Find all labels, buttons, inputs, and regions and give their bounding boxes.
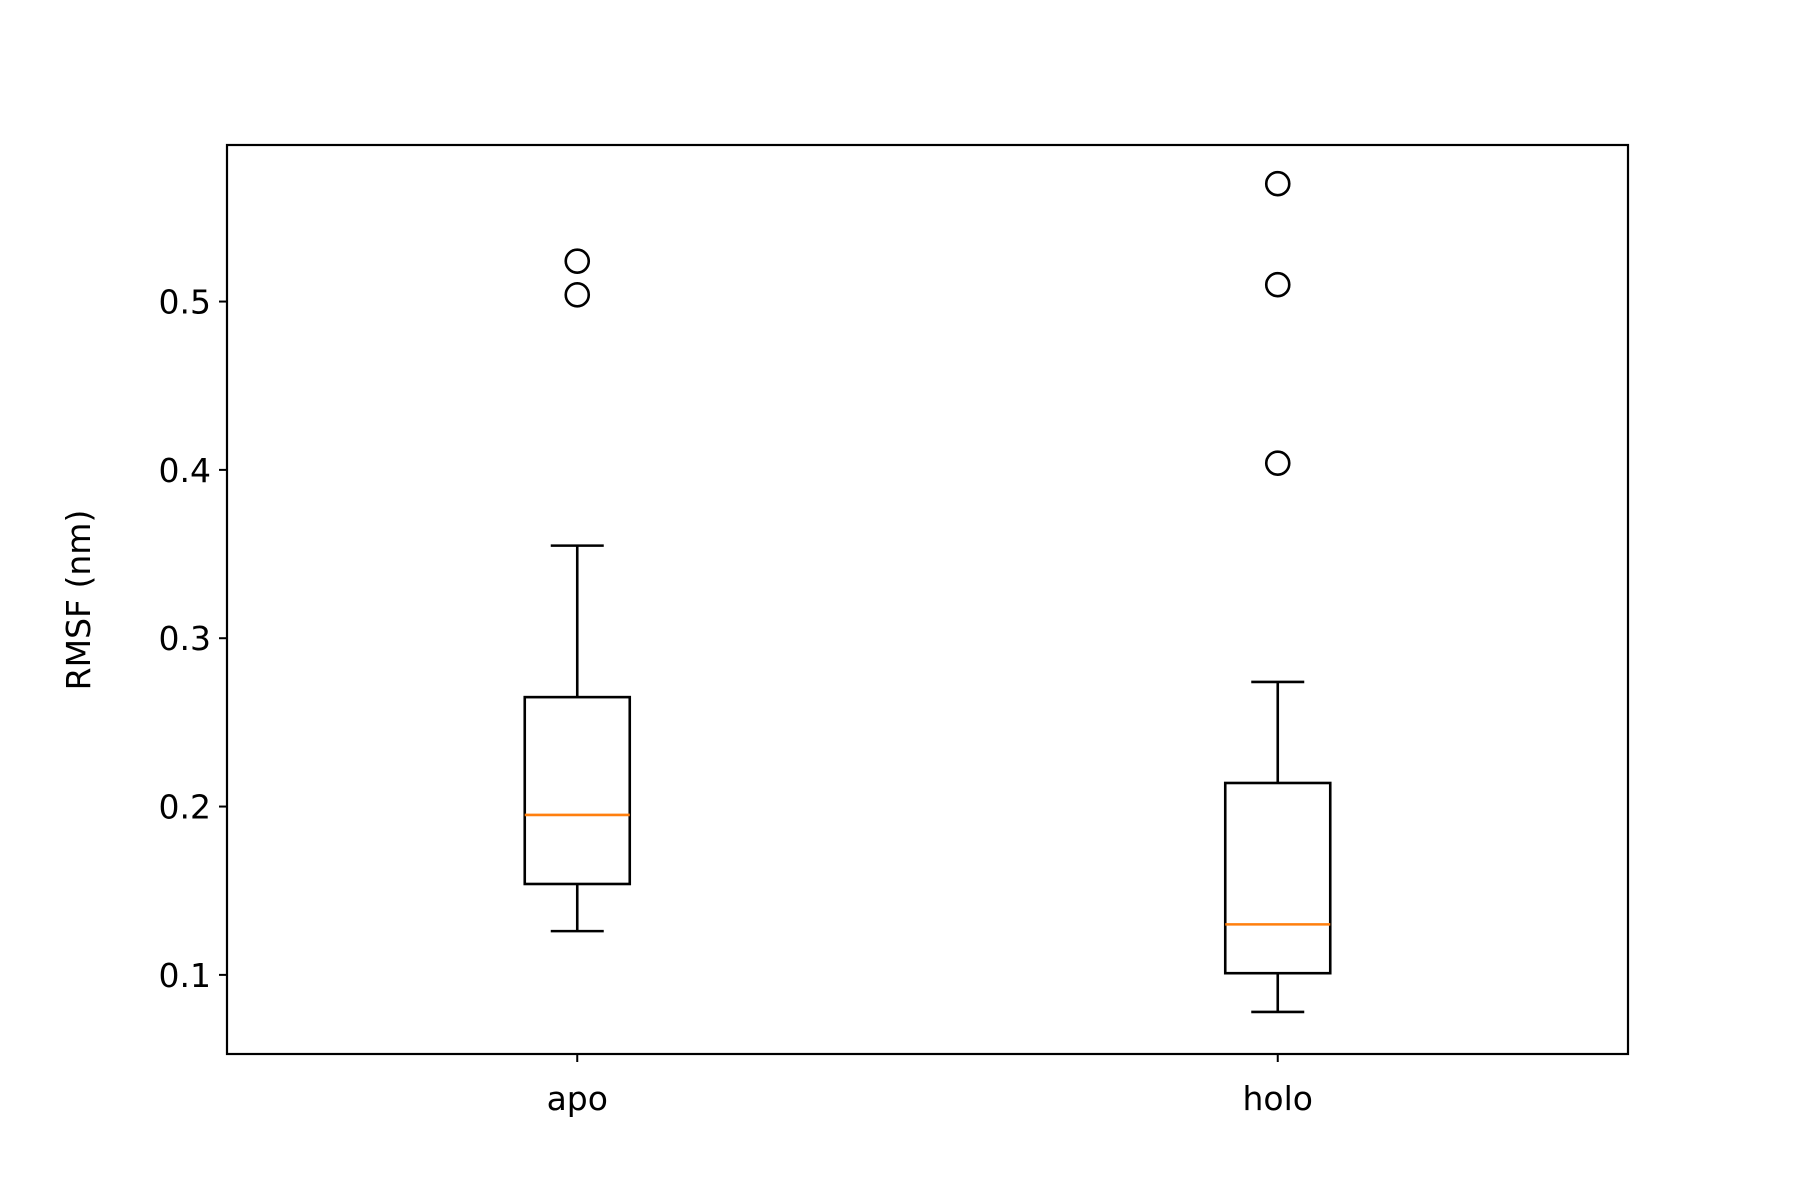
box-group-apo (523, 248, 632, 933)
iqr-box (523, 695, 632, 886)
y-tick-label: 0.4 (159, 451, 211, 490)
y-tick-label: 0.5 (159, 283, 211, 322)
y-tick-label: 0.3 (159, 619, 211, 658)
outlier-point (564, 248, 591, 274)
outlier-point (564, 282, 591, 308)
axis-ticks: 0.1 0.2 0.3 0.4 0.5 apo holo (159, 283, 1313, 1118)
outlier-point (1264, 271, 1291, 298)
outlier-point (1264, 170, 1291, 197)
y-tick-label: 0.1 (159, 956, 211, 995)
x-tick-label-apo: apo (547, 1079, 608, 1118)
y-tick-label: 0.2 (159, 788, 211, 827)
plot-area (225, 143, 1630, 1056)
outlier-point (1264, 450, 1291, 476)
x-tick-label-holo: holo (1243, 1079, 1313, 1118)
box-group-holo (1223, 170, 1332, 1014)
iqr-box (1223, 781, 1332, 975)
y-axis-label: RMSF (nm) (59, 510, 98, 691)
axes-frame (225, 143, 1630, 1056)
